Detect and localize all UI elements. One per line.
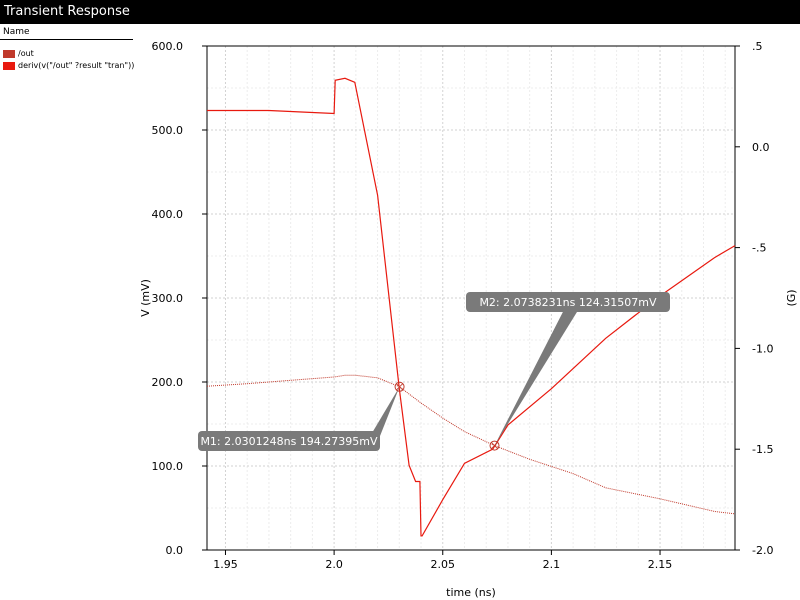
y2-tick-label: -1.5 (752, 443, 773, 456)
x-tick-label: 2.05 (431, 558, 456, 571)
y-tick-label: 500.0 (152, 124, 184, 137)
y-tick-label: 200.0 (152, 376, 184, 389)
x-tick-label: 2.1 (543, 558, 561, 571)
series-line-deriv (207, 77, 736, 537)
x-axis-label: time (ns) (446, 586, 496, 599)
legend-panel: Name /out deriv(v("/out" ?result "tran")… (0, 24, 135, 84)
y2-axis-label: (G) (785, 289, 798, 306)
marker-callout[interactable] (466, 292, 670, 312)
marker-label: M1: 2.0301248ns 194.27395mV (200, 435, 378, 448)
y-tick-label: 300.0 (152, 292, 184, 305)
y-axis-left: 0.0 100.0 200.0 300.0 400.0 500.0 600.0 (152, 40, 207, 557)
legend-item-deriv[interactable]: deriv(v("/out" ?result "tran")) (3, 61, 134, 71)
y-axis-right: -2.0 -1.5 -1.0 -.5 0.0 .5 (735, 40, 773, 557)
grid-lines (207, 45, 735, 551)
series-group (206, 77, 736, 537)
x-axis: 1.95 2.0 2.05 2.1 2.15 (213, 550, 672, 571)
marker-point[interactable] (489, 440, 500, 451)
legend-item-out[interactable]: /out (3, 49, 34, 59)
legend-label-out: /out (18, 49, 34, 58)
y2-tick-label: 0.0 (752, 141, 770, 154)
marker-callout[interactable] (198, 431, 380, 451)
marker-point[interactable] (394, 381, 405, 392)
y2-tick-label: -1.0 (752, 342, 773, 355)
y-tick-label: 100.0 (152, 460, 184, 473)
legend-swatch-deriv (3, 62, 15, 70)
legend-swatch-out (3, 50, 15, 58)
legend-header: Name (3, 27, 30, 37)
marker-label: M2: 2.0738231ns 124.31507mV (479, 296, 657, 309)
series-line-out (206, 374, 736, 515)
y-tick-label: 400.0 (152, 208, 184, 221)
window-title: Transient Response (0, 0, 800, 24)
legend-label-deriv: deriv(v("/out" ?result "tran")) (18, 61, 135, 70)
y-tick-label: 0.0 (166, 544, 184, 557)
y-tick-label: 600.0 (152, 40, 184, 53)
x-tick-label: 2.0 (325, 558, 343, 571)
legend-divider (0, 39, 133, 40)
markers-group: M1: 2.0301248ns 194.27395mV M2: 2.0738231… (198, 292, 670, 451)
marker-pointer (372, 386, 400, 441)
y-axis-label: V (mV) (139, 279, 152, 317)
x-tick-label: 2.15 (648, 558, 673, 571)
y2-tick-label: .5 (752, 40, 763, 53)
marker-cross (491, 442, 498, 449)
y2-tick-label: -2.0 (752, 544, 773, 557)
x-tick-label: 1.95 (213, 558, 238, 571)
marker-pointer (494, 310, 579, 446)
y2-tick-label: -.5 (752, 242, 766, 255)
marker-cross (396, 383, 403, 391)
